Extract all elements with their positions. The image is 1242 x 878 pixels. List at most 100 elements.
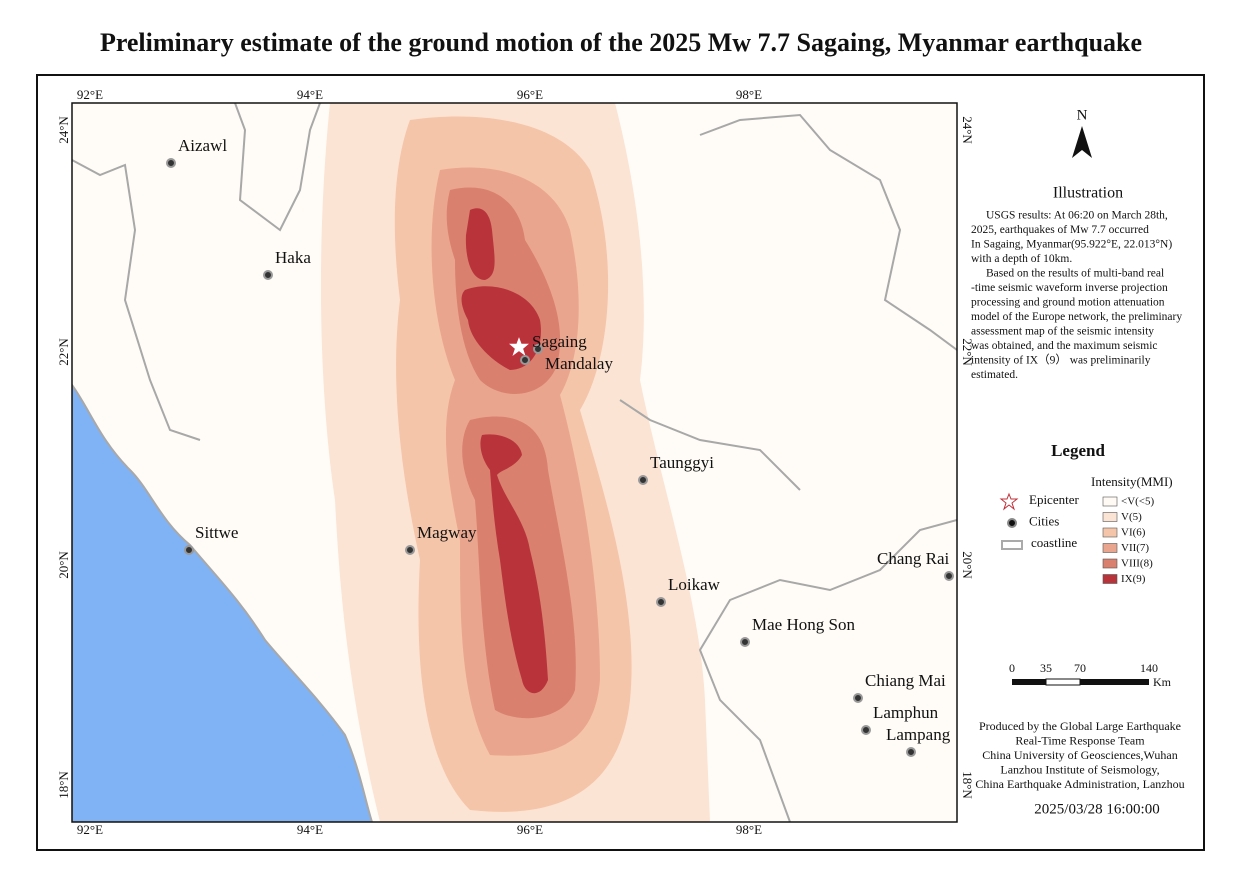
- lon-label: 98°E: [736, 87, 762, 102]
- lat-label: 22°N: [56, 338, 71, 366]
- city-marker: [533, 344, 543, 354]
- illustration-text: intensity of IX（9） was preliminarily: [971, 354, 1151, 367]
- illustration-text: 2025, earthquakes of Mw 7.7 occurred: [971, 224, 1149, 236]
- boundary: [698, 519, 957, 822]
- city-label: Mae Hong Son: [752, 615, 855, 634]
- city-marker: [263, 270, 273, 280]
- city-label: Lampang: [886, 725, 951, 744]
- illustration-text: processing and ground motion attenuation: [971, 297, 1165, 309]
- title: Preliminary estimate of the ground motio…: [100, 28, 1142, 57]
- city-marker: [740, 637, 750, 647]
- city-label: Loikaw: [668, 575, 721, 594]
- city-label: Haka: [275, 248, 311, 267]
- lon-label: 94°E: [297, 822, 323, 837]
- boundary: [619, 399, 801, 491]
- legend-swatch: [1102, 496, 1118, 507]
- north-arrow: [1072, 126, 1092, 158]
- lon-label: 92°E: [77, 87, 103, 102]
- intensity-title: Intensity(MMI): [1091, 474, 1173, 489]
- boundary: [72, 159, 201, 441]
- legend-city-icon: [1007, 518, 1017, 528]
- legend-class-label: VIII(8): [1121, 558, 1153, 570]
- credit-line: Lanzhou Institute of Seismology,: [1000, 762, 1159, 776]
- legend-symbol-label: Epicenter: [1029, 492, 1079, 507]
- map-frame: [71, 102, 958, 823]
- lat-label: 24°N: [960, 116, 975, 144]
- scale-label: 35: [1040, 661, 1052, 675]
- legend-class-label: V(5): [1121, 511, 1142, 523]
- legend-swatch: [1102, 574, 1118, 584]
- legend-title: Legend: [1051, 441, 1105, 460]
- city-label: Magway: [417, 523, 477, 542]
- scale-segment: [1012, 679, 1046, 685]
- legend-class-label: VI(6): [1121, 527, 1146, 539]
- lat-label: 24°N: [56, 116, 71, 144]
- scale-segment: [1080, 679, 1149, 685]
- lat-label: 20°N: [960, 551, 975, 579]
- city-marker: [166, 158, 176, 168]
- scale-segment: [1045, 678, 1081, 686]
- illustration-text: Based on the results of multi-band real: [986, 268, 1164, 280]
- legend-swatch: [1102, 543, 1118, 553]
- illustration-text: assessment map of the seismic intensity: [971, 326, 1154, 338]
- city-marker: [520, 355, 530, 365]
- illustration-text: In Sagaing, Myanmar(95.922°E, 22.013°N): [971, 239, 1172, 251]
- sea: [72, 383, 374, 822]
- map-body: [72, 103, 957, 822]
- credit-line: China Earthquake Administration, Lanzhou: [975, 777, 1184, 791]
- intensity-zone: [461, 208, 548, 694]
- illustration-heading: Illustration: [1053, 185, 1123, 202]
- city-label: Mandalay: [545, 354, 613, 373]
- timestamp: 2025/03/28 16:00:00: [1034, 801, 1159, 817]
- north-label: N: [1077, 107, 1088, 123]
- lat-label: 18°N: [960, 771, 975, 799]
- epicenter-marker: [504, 332, 534, 361]
- legend-swatch: [1102, 527, 1118, 538]
- credit-line: Real-Time Response Team: [1015, 733, 1145, 747]
- city-label: Taunggyi: [650, 453, 714, 472]
- city-label: Sittwe: [195, 523, 238, 542]
- credit-line: China University of Geosciences,Wuhan: [982, 748, 1177, 762]
- legend-epicenter-icon: [999, 492, 1019, 511]
- legend-symbol-label: Cities: [1029, 513, 1059, 528]
- legend-coastline-icon: [1001, 540, 1023, 550]
- lat-label: 20°N: [56, 551, 71, 579]
- boundary: [699, 113, 957, 351]
- city-marker: [656, 597, 666, 607]
- city-marker: [184, 545, 194, 555]
- scale-label: 0: [1009, 661, 1015, 675]
- city-label: Chiang Mai: [865, 671, 946, 690]
- credit-line: Produced by the Global Large Earthquake: [979, 719, 1181, 733]
- legend-swatch: [1102, 512, 1118, 522]
- illustration-text: was obtained, and the maximum seismic: [971, 340, 1158, 352]
- legend-class-label: IX(9): [1121, 573, 1146, 585]
- lat-label: 22°N: [960, 338, 975, 366]
- city-marker: [861, 725, 871, 735]
- scale-label: 70: [1074, 661, 1086, 675]
- city-marker: [405, 545, 415, 555]
- lon-label: 96°E: [517, 822, 543, 837]
- city-label: Lamphun: [873, 703, 939, 722]
- city-marker: [906, 747, 916, 757]
- illustration-text: USGS results: At 06:20 on March 28th,: [986, 210, 1168, 222]
- illustration-text: with a depth of 10km.: [971, 253, 1072, 265]
- lon-label: 96°E: [517, 87, 543, 102]
- illustration-text: estimated.: [971, 369, 1018, 381]
- scale-label: 140: [1140, 661, 1158, 675]
- boundary: [234, 103, 321, 232]
- legend-swatch: [1102, 558, 1118, 569]
- city-marker: [944, 571, 954, 581]
- illustration-text: model of the Europe network, the prelimi…: [971, 311, 1182, 323]
- legend-symbol-label: coastline: [1031, 535, 1077, 550]
- lon-label: 98°E: [736, 822, 762, 837]
- lon-label: 94°E: [297, 87, 323, 102]
- city-marker: [638, 475, 648, 485]
- lon-label: 92°E: [77, 822, 103, 837]
- scale-unit: Km: [1153, 675, 1172, 689]
- legend-class-label: <V(<5): [1121, 496, 1155, 508]
- city-label: Chang Rai: [877, 549, 950, 568]
- city-label: Sagaing: [532, 332, 587, 351]
- city-marker: [853, 693, 863, 703]
- city-label: Aizawl: [178, 136, 227, 155]
